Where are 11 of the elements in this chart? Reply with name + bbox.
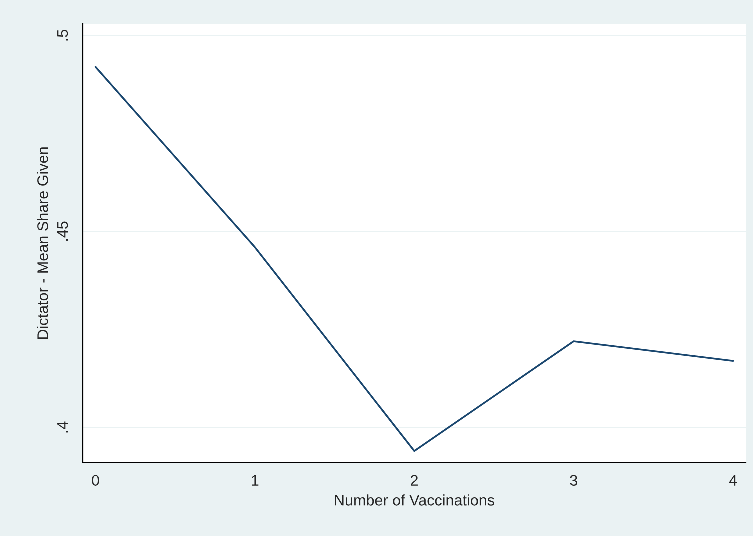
y-axis-title: Dictator - Mean Share Given <box>37 148 48 340</box>
x-tick-label: 1 <box>252 475 259 486</box>
line-series <box>94 66 734 452</box>
x-tick-label: 4 <box>729 475 738 486</box>
x-tick-label: 3 <box>570 475 578 486</box>
y-tick-label: .4 <box>58 422 68 433</box>
y-tick-label: .45 <box>58 222 68 241</box>
y-tick-label: .5 <box>58 30 68 41</box>
x-axis-title: Number of Vaccinations <box>335 494 494 506</box>
x-tick-label: 2 <box>411 475 418 486</box>
x-tick-label: 0 <box>92 475 100 486</box>
